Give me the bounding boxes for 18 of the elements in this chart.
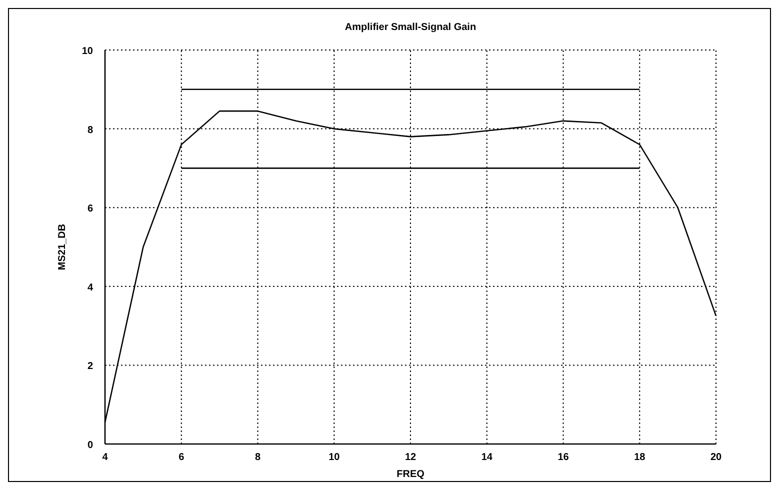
chart-title: Amplifier Small-Signal Gain [344,22,476,33]
y-tick-label: 8 [87,124,94,136]
x-tick-label: 8 [254,452,261,463]
x-tick-label: 10 [328,452,340,463]
y-tick-label: 2 [87,361,94,372]
y-axis-title: MS21_DB [57,224,68,270]
x-tick-label: 18 [634,452,646,463]
y-tick-label: 6 [87,204,94,215]
x-tick-label: 4 [102,452,108,463]
x-tick-label: 12 [404,452,416,463]
x-tick-label: 20 [710,452,722,463]
y-tick-label: 10 [82,46,94,57]
x-tick-label: 16 [558,452,570,463]
y-tick-label: 4 [87,282,94,294]
x-tick-label: 14 [481,452,493,463]
x-tick-label: 6 [178,452,185,463]
y-tick-label: 0 [87,440,94,451]
x-axis-title: FREQ [396,469,425,480]
